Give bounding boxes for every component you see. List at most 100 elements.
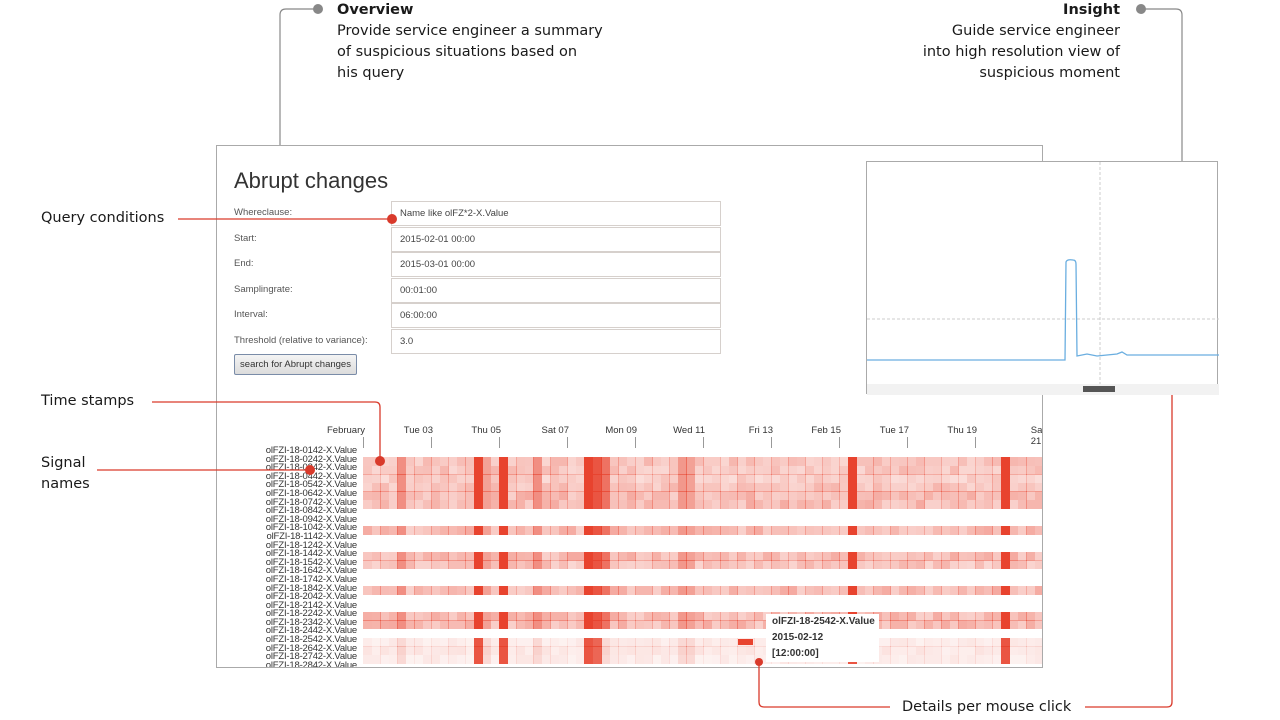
heatmap-cell[interactable]: [439, 525, 449, 535]
heatmap-cell[interactable]: [669, 457, 678, 467]
heatmap-cell[interactable]: [779, 491, 789, 501]
heatmap-cell[interactable]: [414, 474, 423, 484]
heatmap-cell[interactable]: [949, 551, 959, 561]
heatmap-cell[interactable]: [703, 620, 712, 630]
heatmap-cell[interactable]: [558, 654, 568, 664]
heatmap-cell[interactable]: [907, 646, 916, 656]
heatmap-cell[interactable]: [796, 500, 806, 510]
heatmap-cell[interactable]: [822, 482, 831, 492]
heatmap-cell[interactable]: [728, 611, 738, 621]
heatmap-cell[interactable]: [805, 457, 814, 467]
heatmap-cell[interactable]: [762, 474, 772, 484]
heatmap-cell[interactable]: [720, 465, 729, 475]
heatmap-cell[interactable]: [482, 560, 491, 570]
heatmap-cell[interactable]: [873, 560, 882, 570]
heatmap-cell[interactable]: [439, 474, 449, 484]
heatmap-cell[interactable]: [363, 525, 372, 535]
heatmap-cell[interactable]: [1026, 637, 1035, 647]
heatmap-cell[interactable]: [635, 491, 644, 501]
signal-name[interactable]: olFZI-18-0442-X.Value: [265, 470, 357, 482]
heatmap-cell[interactable]: [992, 620, 1001, 630]
heatmap-cell[interactable]: [482, 646, 491, 656]
heatmap-cell[interactable]: [754, 474, 763, 484]
heatmap-cell[interactable]: [847, 560, 857, 570]
heatmap-cell[interactable]: [456, 491, 466, 501]
heatmap-cell[interactable]: [550, 620, 559, 630]
heatmap-cell[interactable]: [618, 654, 627, 664]
heatmap-cell[interactable]: [380, 560, 389, 570]
heatmap-cell[interactable]: [660, 457, 670, 467]
heatmap-cell[interactable]: [473, 465, 483, 475]
heatmap-cell[interactable]: [1009, 654, 1018, 664]
heatmap-cell[interactable]: [448, 560, 457, 570]
heatmap-cell[interactable]: [516, 611, 525, 621]
heatmap-cell[interactable]: [660, 482, 670, 492]
heatmap-cell[interactable]: [686, 586, 695, 596]
heatmap-cell[interactable]: [533, 637, 542, 647]
heatmap-cell[interactable]: [397, 586, 406, 596]
heatmap-cell[interactable]: [720, 586, 729, 596]
heatmap-cell[interactable]: [669, 474, 678, 484]
heatmap-cell[interactable]: [983, 646, 993, 656]
heatmap-cell[interactable]: [371, 551, 381, 561]
heatmap-cell[interactable]: [371, 637, 381, 647]
heatmap-cell[interactable]: [847, 500, 857, 510]
heatmap-cell[interactable]: [881, 465, 891, 475]
heatmap-cell[interactable]: [907, 482, 916, 492]
heatmap-cell[interactable]: [754, 482, 763, 492]
heatmap-cell[interactable]: [456, 482, 466, 492]
heatmap-cell[interactable]: [924, 560, 933, 570]
heatmap-cell[interactable]: [975, 637, 984, 647]
heatmap-cell[interactable]: [898, 586, 908, 596]
heatmap-cell[interactable]: [966, 586, 976, 596]
heatmap-cell[interactable]: [873, 525, 882, 535]
heatmap-cell[interactable]: [465, 620, 474, 630]
heatmap-cell[interactable]: [839, 560, 848, 570]
heatmap-cell[interactable]: [856, 457, 865, 467]
heatmap-cell[interactable]: [941, 491, 950, 501]
heatmap-cell[interactable]: [898, 465, 908, 475]
heatmap-cell[interactable]: [881, 500, 891, 510]
heatmap-cell[interactable]: [414, 620, 423, 630]
heatmap-cell[interactable]: [584, 500, 593, 510]
heatmap-cell[interactable]: [924, 637, 933, 647]
heatmap-cell[interactable]: [363, 500, 372, 510]
heatmap-cell[interactable]: [958, 611, 967, 621]
heatmap-cell[interactable]: [397, 491, 406, 501]
heatmap-cell[interactable]: [397, 646, 406, 656]
heatmap-cell[interactable]: [456, 586, 466, 596]
heatmap-cell[interactable]: [890, 654, 899, 664]
heatmap-cell[interactable]: [660, 474, 670, 484]
heatmap-cell[interactable]: [788, 474, 797, 484]
heatmap-cell[interactable]: [643, 637, 653, 647]
heatmap-cell[interactable]: [473, 646, 483, 656]
heatmap-cell[interactable]: [635, 611, 644, 621]
heatmap-cell[interactable]: [422, 637, 432, 647]
heatmap-cell[interactable]: [737, 611, 746, 621]
heatmap-cell[interactable]: [907, 620, 916, 630]
heatmap-cell[interactable]: [584, 525, 593, 535]
heatmap-cell[interactable]: [660, 491, 670, 501]
heatmap-cell[interactable]: [771, 482, 780, 492]
heatmap-cell[interactable]: [465, 551, 474, 561]
heatmap-cell[interactable]: [567, 482, 576, 492]
heatmap-cell[interactable]: [609, 646, 619, 656]
heatmap-cell[interactable]: [907, 457, 916, 467]
heatmap-cell[interactable]: [1026, 465, 1035, 475]
heatmap-cell[interactable]: [618, 646, 627, 656]
heatmap-cell[interactable]: [388, 551, 398, 561]
heatmap-cell[interactable]: [482, 551, 491, 561]
heatmap-cell[interactable]: [448, 551, 457, 561]
heatmap-cell[interactable]: [516, 551, 525, 561]
heatmap-cell[interactable]: [720, 646, 729, 656]
heatmap-cell[interactable]: [830, 482, 840, 492]
heatmap-cell[interactable]: [975, 586, 984, 596]
heatmap-cell[interactable]: [737, 465, 746, 475]
heatmap-cell[interactable]: [660, 654, 670, 664]
heatmap-cell[interactable]: [1026, 586, 1035, 596]
heatmap-cell[interactable]: [473, 586, 483, 596]
heatmap-cell[interactable]: [881, 586, 891, 596]
heatmap-cell[interactable]: [456, 500, 466, 510]
heatmap-cell[interactable]: [465, 611, 474, 621]
heatmap-cell[interactable]: [915, 560, 925, 570]
